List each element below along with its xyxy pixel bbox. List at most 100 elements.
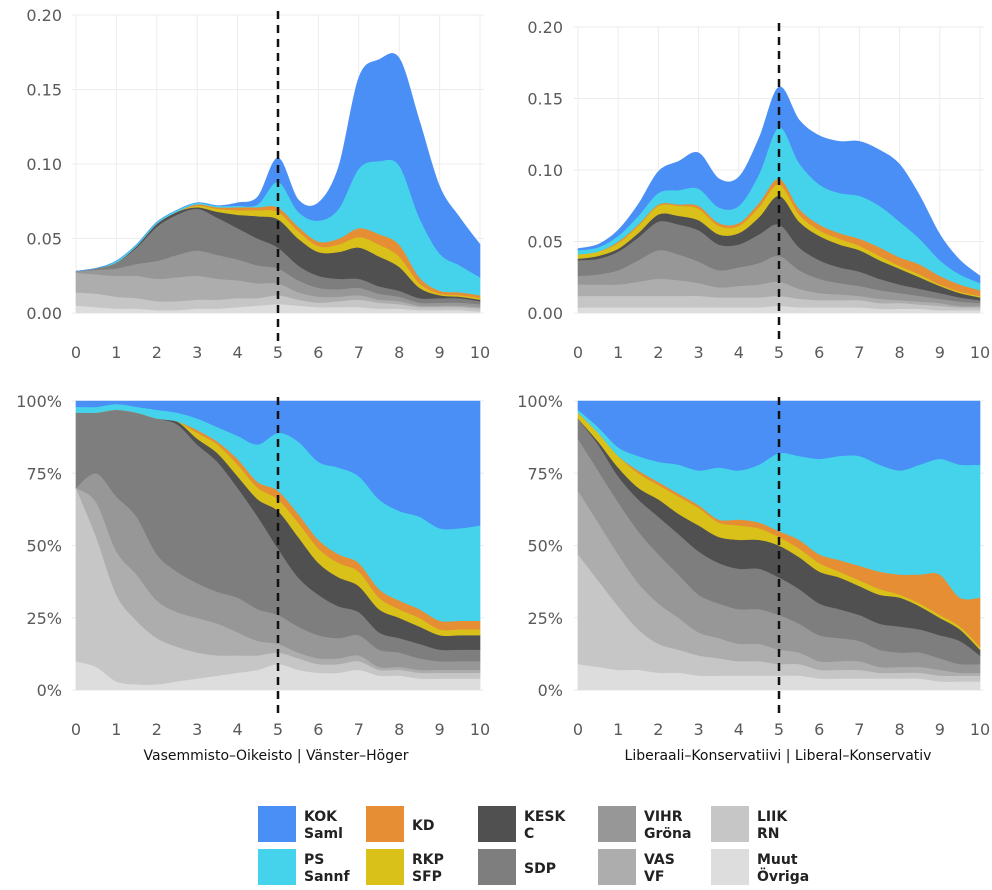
- x-tick-label: 5: [774, 720, 784, 739]
- x-tick-label: 2: [152, 720, 162, 739]
- x-tick-label: 5: [774, 343, 784, 362]
- x-tick-label: 8: [394, 720, 404, 739]
- x-tick-label: 0: [71, 343, 81, 362]
- x-tick-label: 5: [273, 343, 283, 362]
- x-tick-label: 3: [192, 343, 202, 362]
- legend-label: Gröna: [644, 826, 691, 842]
- x-tick-label: 0: [573, 343, 583, 362]
- legend-label: VF: [644, 869, 664, 885]
- x-tick-label: 7: [854, 343, 864, 362]
- panel-top-right-density: 0.00 0.05 0.10 0.15 0.20 0 1 2 3 4 5 6 7 8 9 10: [527, 18, 990, 362]
- y-tick-label: 50%: [527, 537, 563, 556]
- x-tick-label: 3: [694, 343, 704, 362]
- legend-label: PS: [304, 852, 324, 868]
- x-tick-label: 6: [814, 720, 824, 739]
- x-tick-label: 9: [435, 343, 445, 362]
- x-tick-label: 8: [394, 343, 404, 362]
- y-tick-label: 50%: [26, 537, 62, 556]
- y-tick-label: 0.05: [527, 233, 563, 252]
- panel-bottom-right-percent: 0% 25% 50% 75% 100% 0 1 2 3 4 5 6 7 8 9 10: [517, 392, 990, 739]
- legend-swatch: [366, 806, 404, 842]
- x-tick-label: 10: [470, 343, 490, 362]
- y-tick-label: 100%: [517, 392, 563, 411]
- x-tick-label: 2: [653, 343, 663, 362]
- y-tick-label: 0.00: [26, 304, 62, 323]
- y-tick-label: 75%: [527, 464, 563, 483]
- legend-label: RKP: [412, 852, 444, 868]
- legend-label: VAS: [644, 852, 675, 868]
- y-tick-label: 0.00: [527, 304, 563, 323]
- x-tick-label: 4: [734, 720, 744, 739]
- x-tick-label: 0: [573, 720, 583, 739]
- x-tick-label: 10: [470, 720, 490, 739]
- x-tick-label: 3: [694, 720, 704, 739]
- y-tick-label: 0.15: [26, 81, 62, 100]
- x-tick-label: 1: [613, 343, 623, 362]
- legend-item-sdp: SDP: [478, 849, 556, 885]
- y-tick-label: 0.10: [26, 155, 62, 174]
- legend-label: Saml: [304, 826, 343, 842]
- area-kok: [577, 400, 981, 471]
- legend-label: SFP: [412, 869, 442, 885]
- legend-swatch: [258, 849, 296, 885]
- x-tick-label: 8: [895, 343, 905, 362]
- area-kok: [75, 400, 481, 530]
- x-tick-label: 4: [734, 343, 744, 362]
- area-layers: [577, 400, 981, 691]
- x-axis-label-right: Liberaali–Konservatiivi | Liberal–Konser…: [625, 748, 932, 764]
- x-tick-label: 6: [313, 720, 323, 739]
- legend-swatch: [598, 849, 636, 885]
- x-tick-label: 1: [111, 343, 121, 362]
- x-tick-label: 2: [653, 720, 663, 739]
- legend-label: VIHR: [644, 809, 683, 825]
- y-tick-label: 100%: [16, 392, 62, 411]
- x-tick-label: 0: [71, 720, 81, 739]
- y-tick-label: 0.15: [527, 90, 563, 109]
- legend-label: Övriga: [757, 867, 809, 885]
- legend-label: LIIK: [757, 809, 788, 825]
- x-tick-label: 7: [354, 720, 364, 739]
- legend-swatch: [366, 849, 404, 885]
- legend-swatch: [711, 849, 749, 885]
- x-tick-label: 10: [970, 343, 990, 362]
- y-tick-label: 0%: [538, 681, 563, 700]
- legend-item-kd: KD: [366, 806, 434, 842]
- legend-label: RN: [757, 826, 780, 842]
- legend-label: C: [524, 826, 534, 842]
- x-tick-label: 10: [970, 720, 990, 739]
- x-axis-label-left: Vasemmisto–Oikeisto | Vänster–Höger: [144, 748, 409, 764]
- legend-label: Sannf: [304, 869, 350, 885]
- legend-swatch: [598, 806, 636, 842]
- y-tick-label: 75%: [26, 464, 62, 483]
- legend-swatch: [478, 849, 516, 885]
- x-tick-label: 6: [814, 343, 824, 362]
- legend-label: KD: [412, 818, 434, 834]
- x-tick-label: 1: [111, 720, 121, 739]
- y-tick-label: 0.05: [26, 230, 62, 249]
- x-tick-label: 3: [192, 720, 202, 739]
- x-tick-label: 9: [435, 720, 445, 739]
- legend-label: SDP: [524, 861, 556, 877]
- x-tick-label: 2: [152, 343, 162, 362]
- x-tick-label: 4: [233, 343, 243, 362]
- y-tick-label: 0%: [37, 681, 62, 700]
- x-tick-label: 7: [854, 720, 864, 739]
- legend-swatch: [478, 806, 516, 842]
- y-tick-label: 25%: [26, 609, 62, 628]
- x-tick-label: 5: [273, 720, 283, 739]
- legend-label: KOK: [304, 809, 338, 825]
- y-tick-label: 25%: [527, 609, 563, 628]
- panel-top-left-density: 0.00 0.05 0.10 0.15 0.20 0 1 2 3 4 5 6 7 8 9 10: [26, 6, 490, 362]
- legend: KOKSamlPSSannfKDRKPSFPKESKCSDPVIHRGrönaV…: [258, 806, 809, 885]
- x-tick-label: 9: [935, 720, 945, 739]
- panel-bottom-left-percent: 0% 25% 50% 75% 100% 0 1 2 3 4 5 6 7 8 9 10: [16, 392, 490, 739]
